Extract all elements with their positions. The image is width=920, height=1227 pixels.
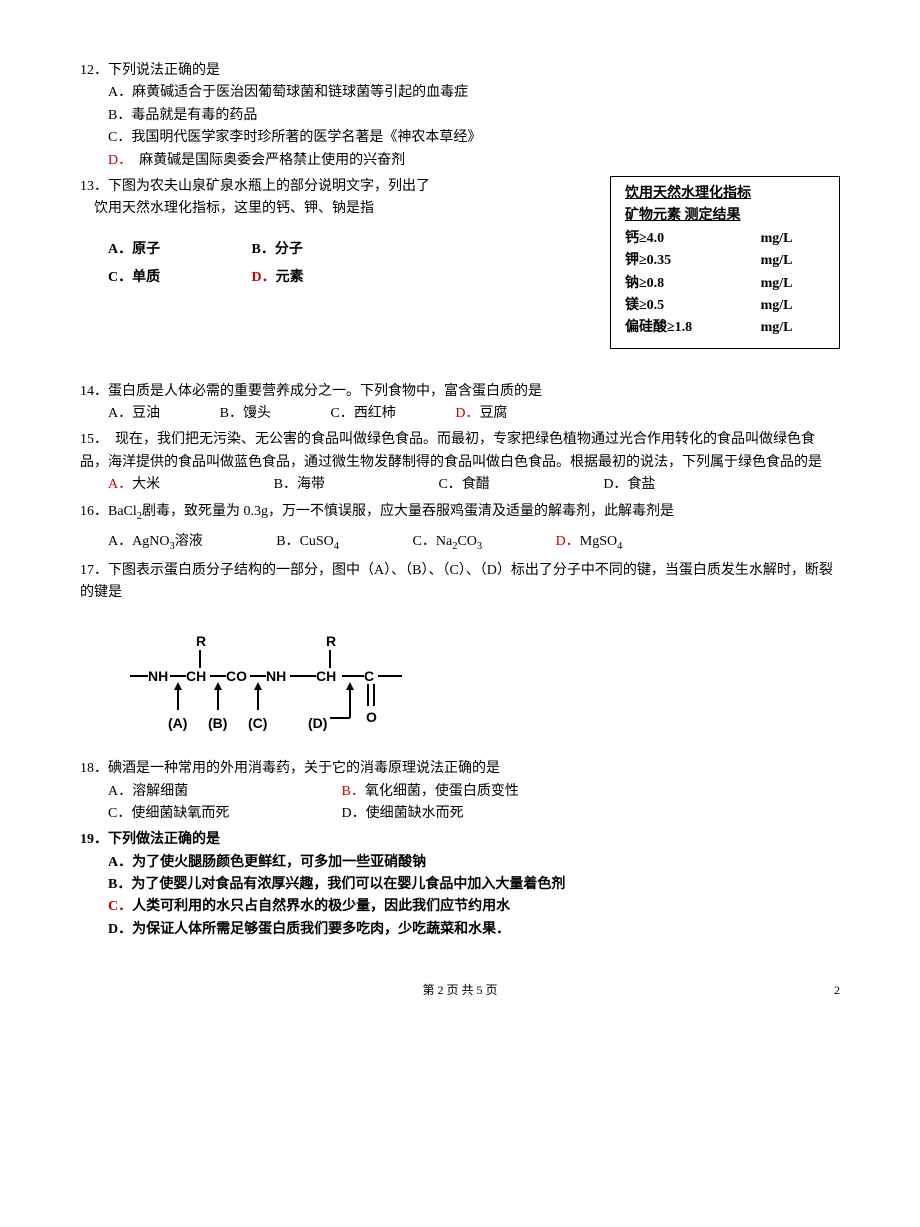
water-row-0: 钙≥4.0mg/L — [625, 228, 825, 250]
q12-c-text: 我国明代医学家李时珍所著的医学名著是《神农本草经》 — [131, 130, 481, 145]
q18-opt-c: C．使细菌缺氧而死 — [108, 803, 338, 825]
q12-opt-d: D． 麻黄碱是国际奥委会严格禁止使用的兴奋剂 — [108, 150, 840, 172]
svg-text:CH: CH — [316, 668, 336, 684]
q14-opt-d: D．豆腐 — [455, 403, 507, 425]
q15-options: A．大米 B．海带 C．食醋 D．食盐 — [80, 474, 840, 496]
q18-opt-a: A．溶解细菌 — [108, 781, 338, 803]
q18-options: A．溶解细菌 B．氧化细菌，使蛋白质变性 C．使细菌缺氧而死 D．使细菌缺水而死 — [80, 781, 840, 826]
water-info-title: 饮用天然水理化指标 — [625, 183, 825, 205]
q12-a-text: 麻黄碱适合于医治因葡萄球菌和链球菌等引起的血毒症 — [132, 85, 468, 100]
q18-opt-d: D．使细菌缺水而死 — [342, 803, 464, 825]
q13-opt-b: B．分子 — [252, 239, 392, 261]
q12-stem: 12．下列说法正确的是 — [80, 60, 840, 82]
water-row-3: 镁≥0.5mg/L — [625, 295, 825, 317]
q16-opt-c: C．Na2CO3 — [413, 531, 483, 556]
q15-opt-b: B．海带 — [274, 474, 325, 496]
water-info-box: 饮用天然水理化指标 矿物元素 测定结果 钙≥4.0mg/L 钾≥0.35mg/L… — [610, 176, 840, 349]
q17-stem: 17．下图表示蛋白质分子结构的一部分，图中（A）、（B）、（C）、（D）标出了分… — [80, 560, 840, 605]
q19-opt-d: D．为保证人体所需足够蛋白质我们要多吃肉，少吃蔬菜和水果． — [108, 919, 840, 941]
svg-text:(D): (D) — [308, 715, 327, 731]
svg-text:C: C — [364, 668, 374, 684]
question-19: 19．下列做法正确的是 A．为了使火腿肠颜色更鲜红，可多加一些亚硝酸钠 B．为了… — [80, 829, 840, 941]
q19-d-text: 为保证人体所需足够蛋白质我们要多吃肉，少吃蔬菜和水果． — [132, 922, 510, 937]
q13-opt-c: C．单质 — [108, 267, 248, 289]
q12-options: A．麻黄碱适合于医治因葡萄球菌和链球菌等引起的血毒症 B．毒品就是有毒的药品 C… — [80, 82, 840, 172]
svg-text:NH: NH — [266, 668, 286, 684]
q16-stem: 16．BaCl2剧毒，致死量为 0.3g，万一不慎误服，应大量吞服鸡蛋清及适量的… — [80, 501, 840, 526]
q12-opt-c: C．我国明代医学家李时珍所著的医学名著是《神农本草经》 — [108, 127, 840, 149]
svg-text:R: R — [196, 633, 206, 649]
q15-opt-c: C．食醋 — [438, 474, 489, 496]
q18-opt-b: B．氧化细菌，使蛋白质变性 — [342, 781, 519, 803]
svg-text:NH: NH — [148, 668, 168, 684]
svg-text:(C): (C) — [248, 715, 267, 731]
q13-opt-a: A．原子 — [108, 239, 248, 261]
q19-c-text: 人类可利用的水只占自然界水的极少量，因此我们应节约用水 — [132, 899, 510, 914]
water-info-sub: 矿物元素 测定结果 — [625, 205, 825, 227]
q16-opt-b: B．CuSO4 — [276, 531, 339, 556]
q19-opt-a: A．为了使火腿肠颜色更鲜红，可多加一些亚硝酸钠 — [108, 852, 840, 874]
q18-c-text: 使细菌缺氧而死 — [131, 806, 229, 821]
q14-a-text: 豆油 — [132, 406, 160, 421]
q14-b-text: 馒头 — [243, 406, 271, 421]
q14-opt-a: A．豆油 — [108, 403, 160, 425]
q19-opt-b: B．为了使婴儿对食品有浓厚兴趣，我们可以在婴儿食品中加入大量着色剂 — [108, 874, 840, 896]
q14-d-text: 豆腐 — [479, 406, 507, 421]
q15-opt-a: A．大米 — [108, 474, 160, 496]
q12-opt-a: A．麻黄碱适合于医治因葡萄球菌和链球菌等引起的血毒症 — [108, 82, 840, 104]
q15-c-text: 食醋 — [462, 477, 490, 492]
svg-text:O: O — [366, 709, 377, 725]
q13-b-text: 分子 — [275, 242, 303, 257]
q19-stem: 19．下列做法正确的是 — [80, 829, 840, 851]
svg-text:(B): (B) — [208, 715, 227, 731]
question-13: 饮用天然水理化指标 矿物元素 测定结果 钙≥4.0mg/L 钾≥0.35mg/L… — [80, 176, 840, 359]
q16-opt-d: D．MgSO4 — [556, 531, 623, 556]
q15-opt-d: D．食盐 — [603, 474, 655, 496]
q14-stem: 14．蛋白质是人体必需的重要营养成分之一。下列食物中，富含蛋白质的是 — [80, 381, 840, 403]
q19-a-text: 为了使火腿肠颜色更鲜红，可多加一些亚硝酸钠 — [132, 855, 426, 870]
question-17: 17．下图表示蛋白质分子结构的一部分，图中（A）、（B）、（C）、（D）标出了分… — [80, 560, 840, 742]
q14-opt-b: B．馒头 — [220, 403, 271, 425]
page-footer: 第 2 页 共 5 页 2 — [80, 981, 840, 1000]
q14-options: A．豆油 B．馒头 C．西红柿 D．豆腐 — [80, 403, 840, 425]
q14-opt-c: C．西红柿 — [330, 403, 395, 425]
water-row-2: 钠≥0.8mg/L — [625, 273, 825, 295]
q16-opt-a: A．AgNO3溶液 — [108, 531, 203, 556]
q18-a-text: 溶解细菌 — [132, 784, 188, 799]
q12-d-text: 麻黄碱是国际奥委会严格禁止使用的兴奋剂 — [125, 153, 405, 168]
footer-center: 第 2 页 共 5 页 — [422, 983, 497, 997]
water-row-4: 偏硅酸≥1.8mg/L — [625, 317, 825, 339]
q13-a-text: 原子 — [132, 242, 160, 257]
footer-page-number: 2 — [834, 981, 840, 1000]
svg-text:CO: CO — [226, 668, 247, 684]
q15-stem: 15． 现在，我们把无污染、无公害的食品叫做绿色食品。而最初，专家把绿色植物通过… — [80, 429, 840, 474]
q12-opt-b: B．毒品就是有毒的药品 — [108, 105, 840, 127]
q15-b-text: 海带 — [297, 477, 325, 492]
q15-d-text: 食盐 — [627, 477, 655, 492]
q18-b-text: 氧化细菌，使蛋白质变性 — [365, 784, 519, 799]
svg-text:R: R — [326, 633, 336, 649]
q19-options: A．为了使火腿肠颜色更鲜红，可多加一些亚硝酸钠 B．为了使婴儿对食品有浓厚兴趣，… — [80, 852, 840, 942]
svg-text:(A): (A) — [168, 715, 187, 731]
q19-opt-c: C．人类可利用的水只占自然界水的极少量，因此我们应节约用水 — [108, 896, 840, 918]
q16-options: A．AgNO3溶液 B．CuSO4 C．Na2CO3 D．MgSO4 — [80, 531, 840, 556]
protein-structure-figure: .t{font-family:Arial,sans-serif;font-siz… — [130, 615, 840, 743]
question-16: 16．BaCl2剧毒，致死量为 0.3g，万一不慎误服，应大量吞服鸡蛋清及适量的… — [80, 501, 840, 556]
q18-d-text: 使细菌缺水而死 — [366, 806, 464, 821]
q12-b-text: 毒品就是有毒的药品 — [131, 108, 257, 123]
question-12: 12．下列说法正确的是 A．麻黄碱适合于医治因葡萄球菌和链球菌等引起的血毒症 B… — [80, 60, 840, 172]
question-14: 14．蛋白质是人体必需的重要营养成分之一。下列食物中，富含蛋白质的是 A．豆油 … — [80, 381, 840, 426]
q13-c-text: 单质 — [132, 270, 160, 285]
q14-c-text: 西红柿 — [354, 406, 396, 421]
q15-a-text: 大米 — [132, 477, 160, 492]
water-row-1: 钾≥0.35mg/L — [625, 250, 825, 272]
question-18: 18．碘酒是一种常用的外用消毒药，关于它的消毒原理说法正确的是 A．溶解细菌 B… — [80, 758, 840, 825]
svg-text:CH: CH — [186, 668, 206, 684]
q19-b-text: 为了使婴儿对食品有浓厚兴趣，我们可以在婴儿食品中加入大量着色剂 — [131, 877, 565, 892]
q18-stem: 18．碘酒是一种常用的外用消毒药，关于它的消毒原理说法正确的是 — [80, 758, 840, 780]
question-15: 15． 现在，我们把无污染、无公害的食品叫做绿色食品。而最初，专家把绿色植物通过… — [80, 429, 840, 496]
q13-opt-d: D．元素 — [252, 267, 392, 289]
q13-d-text: 元素 — [276, 270, 304, 285]
water-info-table: 钙≥4.0mg/L 钾≥0.35mg/L 钠≥0.8mg/L 镁≥0.5mg/L… — [625, 228, 825, 340]
